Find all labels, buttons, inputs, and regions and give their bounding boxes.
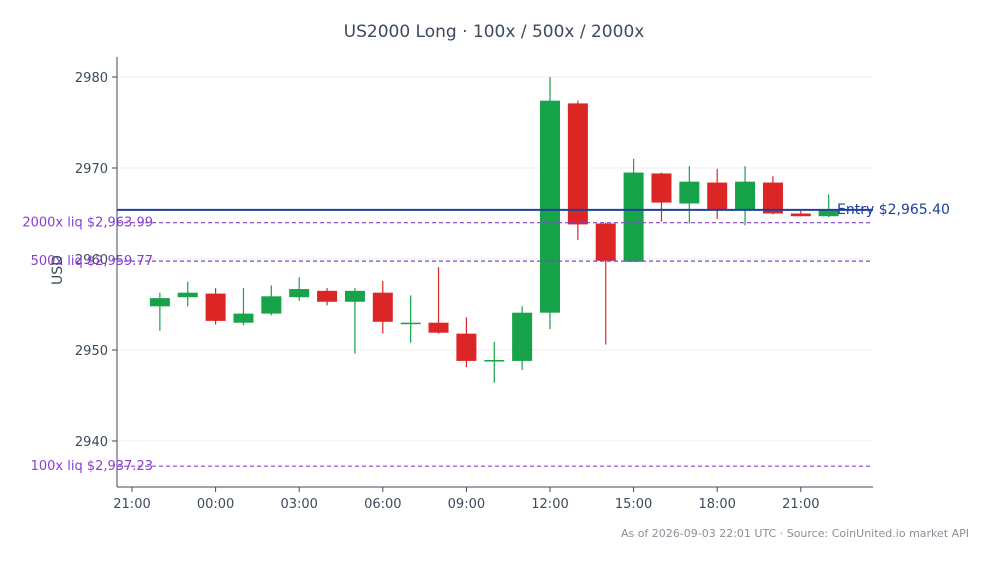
x-tick-label: 03:00 <box>280 497 317 512</box>
candle-body <box>540 100 560 313</box>
candle <box>540 77 560 330</box>
reference-lines: Entry $2,965.40 2000x liq $2,963.99 500x l… <box>22 202 950 474</box>
candle <box>149 292 170 331</box>
candle-body <box>790 213 811 217</box>
candle-body <box>456 333 477 361</box>
candle-body <box>372 292 393 322</box>
y-tick-label: 2940 <box>75 435 108 450</box>
y-tick-label: 2950 <box>75 344 108 359</box>
candle-body <box>428 322 449 333</box>
y-tick-label: 2960 <box>75 253 108 268</box>
candle-body <box>623 172 644 262</box>
x-tick-label: 09:00 <box>448 497 485 512</box>
x-tick-label: 18:00 <box>698 497 735 512</box>
candle-body <box>595 223 616 261</box>
liq-500x-label: 500x liq $2,959.77 <box>31 254 153 269</box>
candle-body <box>289 289 310 298</box>
candle <box>289 277 310 301</box>
candle <box>762 176 783 215</box>
candle-body <box>818 209 839 217</box>
entry-label: Entry $2,965.40 <box>837 202 950 218</box>
chart-title: US2000 Long · 100x / 500x / 2000x <box>344 22 645 42</box>
candle <box>233 288 254 326</box>
liq-100x-label: 100x liq $2,937.23 <box>31 459 153 474</box>
candles <box>149 77 839 383</box>
footer-source: As of 2026-09-03 22:01 UTC · Source: Coi… <box>621 527 969 540</box>
grid <box>117 76 873 442</box>
candle-body <box>512 312 533 361</box>
candle <box>317 288 338 306</box>
candle <box>428 267 449 334</box>
candle-body <box>707 182 728 210</box>
x-axis-ticks: 21:00 00:00 03:00 06:00 09:00 12:00 15:00 18:00… <box>113 487 820 512</box>
candle-body <box>344 290 365 302</box>
candle <box>512 306 533 371</box>
x-tick-label: 15:00 <box>615 497 652 512</box>
y-axis-label: USD <box>50 255 66 285</box>
candle-body <box>762 182 783 214</box>
candle <box>567 100 588 240</box>
candle <box>651 172 672 222</box>
x-tick-label: 00:00 <box>197 497 234 512</box>
candle <box>818 194 839 218</box>
x-tick-label: 06:00 <box>364 497 401 512</box>
candle <box>735 166 756 226</box>
x-tick-label: 12:00 <box>531 497 568 512</box>
candle-body <box>233 313 254 323</box>
x-tick-label: 21:00 <box>113 497 150 512</box>
y-tick-label: 2980 <box>75 71 108 86</box>
y-axis-ticks: 2940 2950 2960 2970 2980 <box>75 71 117 450</box>
candle <box>177 281 198 307</box>
candle-body <box>317 290 338 302</box>
x-tick-label: 21:00 <box>782 497 819 512</box>
candle <box>344 288 365 354</box>
candle-body <box>400 322 421 325</box>
candle-body <box>484 360 505 362</box>
candle-body <box>149 298 170 307</box>
candle <box>456 317 477 368</box>
candle-body <box>567 103 588 225</box>
candle <box>595 222 616 345</box>
candle-body <box>261 296 282 314</box>
candle-body <box>679 181 700 204</box>
candle <box>679 166 700 224</box>
candle <box>205 288 226 325</box>
candle <box>372 280 393 334</box>
candle-body <box>205 293 226 321</box>
candle-body <box>651 173 672 203</box>
candle <box>484 341 505 383</box>
liq-2000x-label: 2000x liq $2,963.99 <box>22 216 153 231</box>
candle-body <box>735 181 756 210</box>
candle <box>707 168 728 219</box>
candle-body <box>177 292 198 298</box>
candle <box>261 285 282 316</box>
y-tick-label: 2970 <box>75 162 108 177</box>
candle <box>400 295 421 343</box>
candle <box>790 209 811 217</box>
